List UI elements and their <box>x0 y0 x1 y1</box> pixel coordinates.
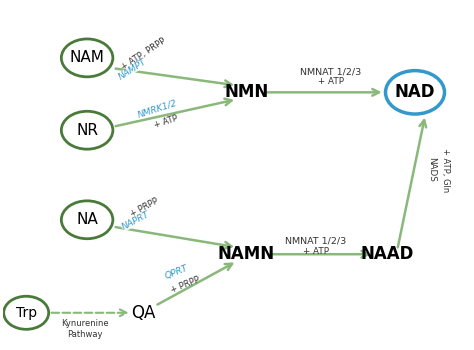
Text: NAD: NAD <box>395 83 435 102</box>
Text: NAMN: NAMN <box>218 245 275 263</box>
Text: Trp: Trp <box>16 306 37 320</box>
Text: NADS: NADS <box>428 158 437 182</box>
Text: + PRPP: + PRPP <box>170 275 201 294</box>
Text: QPRT: QPRT <box>164 264 190 281</box>
Text: + ATP: + ATP <box>318 77 344 86</box>
Text: QA: QA <box>131 304 155 322</box>
Text: NAPRT: NAPRT <box>120 210 151 232</box>
Text: NMRK1/2: NMRK1/2 <box>137 98 178 119</box>
Text: NAM: NAM <box>70 50 105 65</box>
Text: NMNAT 1/2/3: NMNAT 1/2/3 <box>285 237 346 246</box>
Text: NAAD: NAAD <box>360 245 414 263</box>
Text: + ATP: + ATP <box>153 113 179 130</box>
Text: NAMPT: NAMPT <box>118 57 149 81</box>
Text: + ATP, Gln: + ATP, Gln <box>441 148 450 192</box>
Text: Kynurenine
Pathway: Kynurenine Pathway <box>61 319 109 339</box>
Text: NMNAT 1/2/3: NMNAT 1/2/3 <box>300 67 361 76</box>
Text: NR: NR <box>76 123 98 138</box>
Text: + ATP, PRPP: + ATP, PRPP <box>119 37 167 72</box>
Text: NA: NA <box>76 212 98 227</box>
Text: + PRPP: + PRPP <box>128 197 160 219</box>
Text: NMN: NMN <box>224 83 268 102</box>
Text: + ATP: + ATP <box>303 247 328 256</box>
